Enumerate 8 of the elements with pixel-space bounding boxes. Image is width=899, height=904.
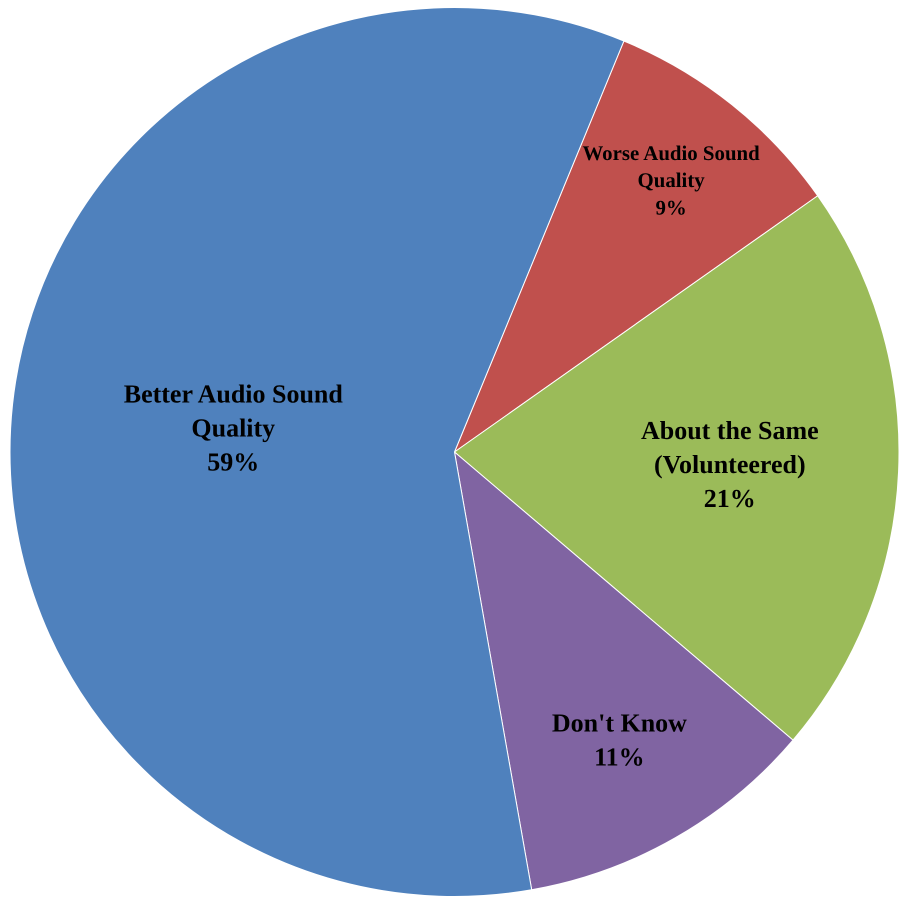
data-label: 21%	[704, 484, 756, 513]
data-label: 59%	[207, 447, 260, 476]
slice-label: Worse Audio Sound Quality	[582, 141, 760, 192]
slice-label: Better Audio Sound Quality	[124, 380, 344, 442]
data-label: 9%	[655, 195, 687, 220]
slice-label: About the Same (Volunteered)	[640, 416, 819, 479]
data-label: 11%	[594, 742, 645, 772]
slice-label: Don't Know	[552, 708, 688, 738]
